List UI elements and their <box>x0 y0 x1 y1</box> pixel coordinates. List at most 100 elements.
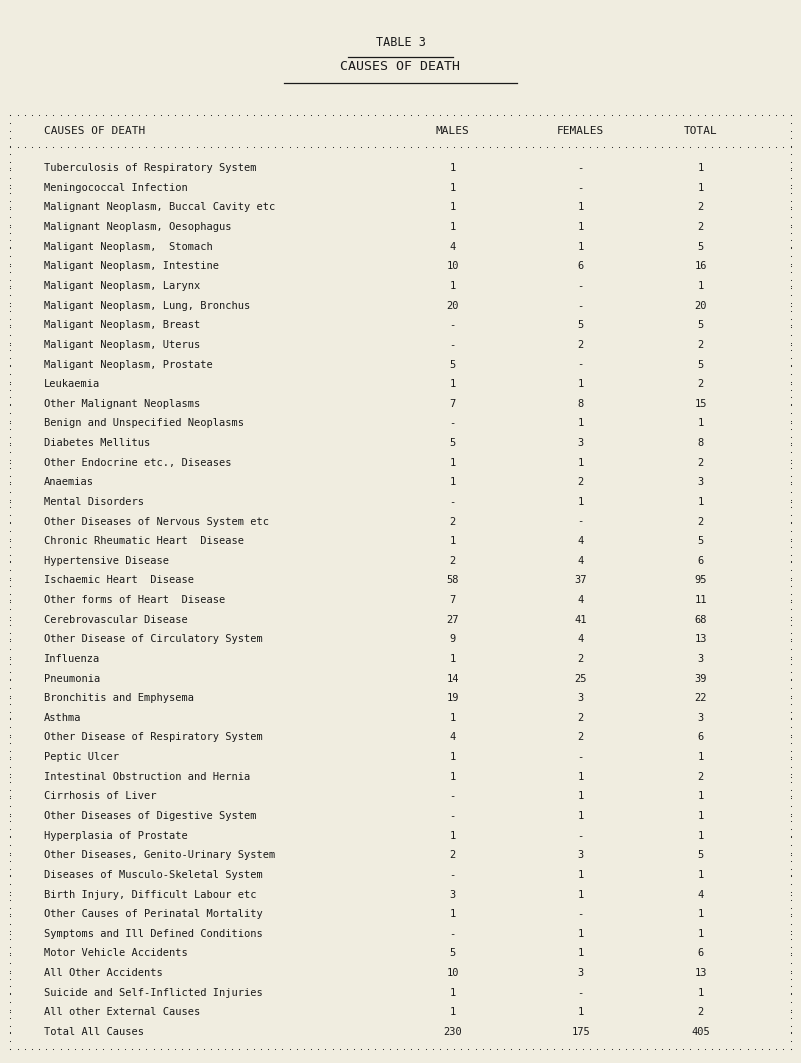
Text: 2: 2 <box>698 517 704 526</box>
Point <box>369 106 382 123</box>
Point <box>777 1041 790 1058</box>
Text: 1: 1 <box>578 496 584 507</box>
Point <box>784 216 797 233</box>
Point <box>784 277 797 294</box>
Point <box>784 219 797 236</box>
Text: 2: 2 <box>698 222 704 232</box>
Point <box>455 1041 468 1058</box>
Point <box>183 138 195 155</box>
Point <box>4 915 17 932</box>
Point <box>4 342 17 359</box>
Point <box>190 138 203 155</box>
Point <box>784 769 797 786</box>
Point <box>777 106 790 123</box>
Point <box>4 138 17 155</box>
Point <box>784 719 797 736</box>
Point <box>548 138 561 155</box>
Point <box>784 533 797 550</box>
Point <box>784 1009 797 1026</box>
Point <box>784 499 797 516</box>
Point <box>512 106 525 123</box>
Point <box>784 546 797 563</box>
Text: 5: 5 <box>698 241 704 252</box>
Point <box>290 106 303 123</box>
Point <box>784 709 797 726</box>
Point <box>183 106 195 123</box>
Point <box>54 106 67 123</box>
Text: 3: 3 <box>698 713 704 723</box>
Point <box>83 138 95 155</box>
Point <box>104 106 117 123</box>
Point <box>684 138 697 155</box>
Point <box>784 899 797 916</box>
Text: 5: 5 <box>698 320 704 331</box>
Point <box>784 923 797 940</box>
Point <box>469 138 482 155</box>
Point <box>784 978 797 995</box>
Point <box>4 593 17 610</box>
Point <box>4 507 17 524</box>
Point <box>784 318 797 335</box>
Point <box>448 138 461 155</box>
Point <box>784 788 797 805</box>
Point <box>304 138 317 155</box>
Point <box>4 805 17 822</box>
Text: Hypertensive Disease: Hypertensive Disease <box>44 556 169 566</box>
Point <box>555 1041 568 1058</box>
Text: All other External Causes: All other External Causes <box>44 1008 200 1017</box>
Point <box>155 106 167 123</box>
Point <box>4 735 17 752</box>
Point <box>11 106 24 123</box>
Text: Maligant Neoplasm, Breast: Maligant Neoplasm, Breast <box>44 320 200 331</box>
Point <box>4 396 17 414</box>
Point <box>491 1041 504 1058</box>
Text: -: - <box>449 791 456 802</box>
Text: Other Disease of Respiratory System: Other Disease of Respiratory System <box>44 732 263 742</box>
Point <box>126 106 139 123</box>
Point <box>748 106 761 123</box>
Point <box>297 1041 310 1058</box>
Text: 1: 1 <box>578 890 584 899</box>
Point <box>519 106 532 123</box>
Point <box>4 931 17 948</box>
Point <box>763 138 775 155</box>
Point <box>784 232 797 249</box>
Text: 6: 6 <box>698 948 704 959</box>
Point <box>4 985 17 1002</box>
Point <box>276 106 289 123</box>
Point <box>4 277 17 294</box>
Point <box>61 106 74 123</box>
Point <box>533 1041 546 1058</box>
Point <box>784 955 797 972</box>
Point <box>4 297 17 315</box>
Text: 1: 1 <box>449 222 456 232</box>
Point <box>397 1041 410 1058</box>
Text: 1: 1 <box>578 791 584 802</box>
Point <box>784 813 797 830</box>
Point <box>706 106 718 123</box>
Text: 1: 1 <box>449 536 456 546</box>
Text: Diabetes Mellitus: Diabetes Mellitus <box>44 438 151 448</box>
Point <box>426 1041 439 1058</box>
Point <box>326 138 339 155</box>
Point <box>555 106 568 123</box>
Point <box>4 224 17 241</box>
Text: 2: 2 <box>449 850 456 860</box>
Point <box>226 1041 239 1058</box>
Point <box>784 827 797 844</box>
Point <box>548 1041 561 1058</box>
Point <box>26 138 38 155</box>
Point <box>533 138 546 155</box>
Point <box>4 1025 17 1042</box>
Point <box>133 106 146 123</box>
Text: -: - <box>449 320 456 331</box>
Point <box>204 106 217 123</box>
Text: 7: 7 <box>449 399 456 409</box>
Point <box>784 570 797 587</box>
Point <box>748 138 761 155</box>
Point <box>4 258 17 275</box>
Point <box>455 106 468 123</box>
Text: 3: 3 <box>578 850 584 860</box>
Text: 14: 14 <box>446 674 459 684</box>
Point <box>397 138 410 155</box>
